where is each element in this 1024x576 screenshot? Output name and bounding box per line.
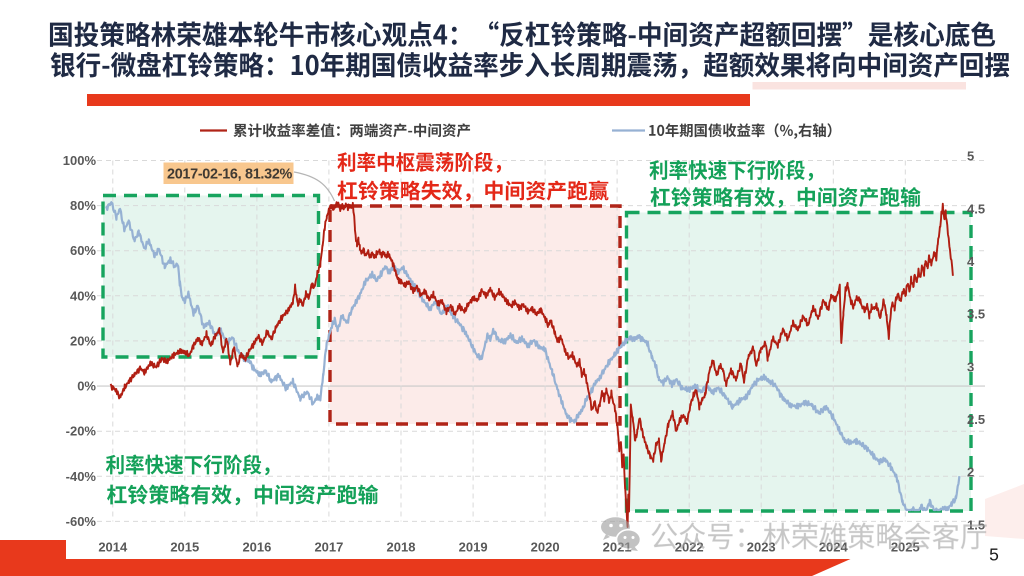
svg-text:2017: 2017 [314,540,343,555]
svg-text:80%: 80% [70,198,96,213]
svg-text:60%: 60% [70,243,96,258]
svg-text:2020: 2020 [531,540,560,555]
svg-text:4.5: 4.5 [967,201,985,216]
svg-text:5: 5 [967,149,974,164]
svg-text:3: 3 [967,359,974,374]
svg-text:40%: 40% [70,288,96,303]
svg-text:3.5: 3.5 [967,307,985,322]
svg-text:100%: 100% [63,153,97,168]
svg-text:2018: 2018 [387,540,416,555]
svg-text:-60%: -60% [66,514,97,529]
svg-text:-40%: -40% [66,469,97,484]
svg-text:4: 4 [967,254,975,269]
svg-text:2016: 2016 [242,540,271,555]
svg-text:2.5: 2.5 [967,412,985,427]
svg-text:2022: 2022 [675,540,704,555]
svg-text:20%: 20% [70,333,96,348]
svg-text:-20%: -20% [66,424,97,439]
svg-text:2023: 2023 [747,540,776,555]
svg-text:0%: 0% [77,379,96,394]
svg-text:2014: 2014 [98,540,128,555]
svg-text:2015: 2015 [170,540,199,555]
svg-text:2: 2 [967,465,974,480]
svg-text:2019: 2019 [459,540,488,555]
svg-text:2017-02-16, 81.32%: 2017-02-16, 81.32% [167,167,293,183]
svg-text:5: 5 [989,545,999,565]
